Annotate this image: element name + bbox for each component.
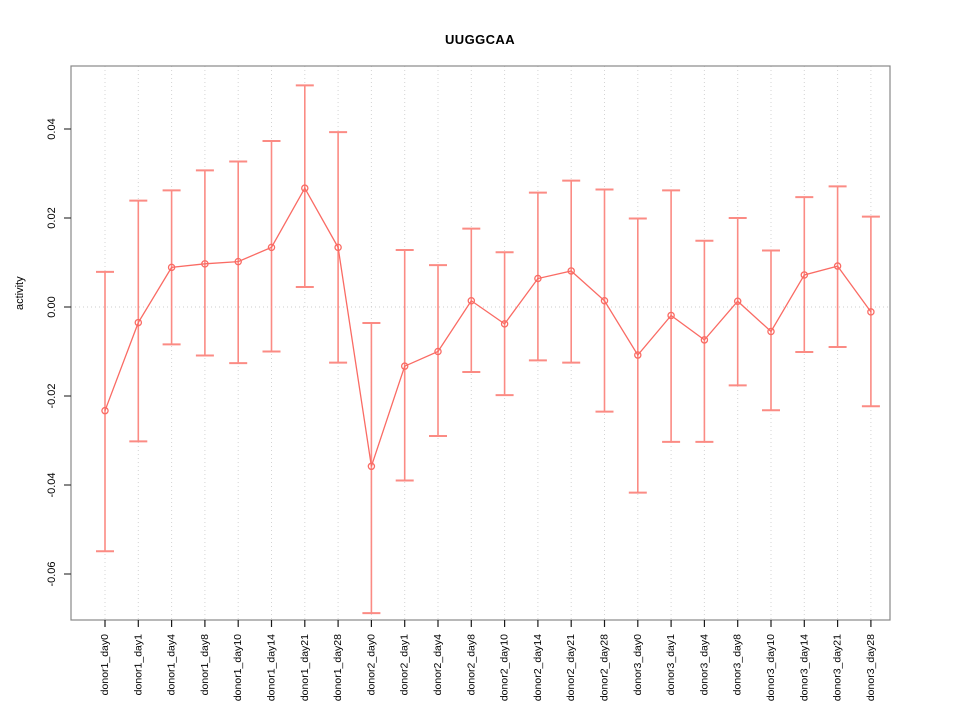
data-line bbox=[104, 186, 872, 467]
chart-title: UUGGCAA bbox=[445, 32, 515, 47]
data-point-marker bbox=[567, 267, 575, 275]
data-point-marker bbox=[267, 243, 276, 252]
data-point-marker bbox=[400, 362, 409, 370]
x-tick-label: donor3_day14 bbox=[798, 634, 810, 701]
x-tick-label: donor3_day0 bbox=[632, 634, 644, 695]
error-bar bbox=[695, 239, 714, 443]
data-point-marker bbox=[700, 336, 709, 344]
x-tick-label: donor3_day4 bbox=[698, 634, 710, 695]
series-polyline bbox=[104, 186, 872, 467]
data-point-marker bbox=[467, 297, 476, 305]
data-point-marker bbox=[500, 320, 509, 328]
x-tick-label: donor1_day14 bbox=[266, 634, 278, 701]
data-point-marker bbox=[434, 347, 442, 356]
error-bars-group bbox=[96, 84, 880, 615]
data-point-marker bbox=[667, 311, 675, 320]
y-tick-label: 0.00 bbox=[46, 296, 58, 317]
y-tick-label: -0.04 bbox=[46, 472, 58, 497]
data-point-marker bbox=[833, 262, 842, 270]
x-tick-label: donor2_day1 bbox=[399, 634, 411, 695]
x-tick-label: donor1_day21 bbox=[299, 634, 311, 701]
data-point-marker bbox=[867, 308, 875, 316]
y-axis-label: activity bbox=[14, 276, 26, 310]
x-tick-label: donor1_day28 bbox=[332, 634, 344, 701]
error-bar bbox=[295, 84, 314, 288]
data-point-marker bbox=[634, 351, 642, 359]
x-tick-label: donor2_day28 bbox=[599, 634, 611, 701]
y-tick-label: 0.02 bbox=[46, 207, 58, 228]
data-markers-group bbox=[101, 184, 875, 471]
x-tick-label: donor1_day8 bbox=[199, 634, 211, 695]
error-bar bbox=[362, 322, 381, 615]
y-tick-label: -0.02 bbox=[46, 383, 58, 408]
x-tick-label: donor1_day0 bbox=[99, 634, 111, 695]
x-tick-label: donor2_day21 bbox=[565, 634, 577, 701]
x-tick-label: donor3_day21 bbox=[832, 634, 844, 701]
error-bar bbox=[528, 191, 547, 362]
x-tick-label: donor2_day14 bbox=[532, 634, 544, 701]
x-axis bbox=[104, 620, 872, 627]
error-bar bbox=[395, 249, 414, 482]
x-tick-label: donor2_day8 bbox=[465, 634, 477, 695]
data-point-marker bbox=[134, 318, 143, 327]
x-tick-label: donor3_day1 bbox=[665, 634, 677, 695]
error-bar bbox=[129, 199, 148, 443]
x-tick-label: donor2_day10 bbox=[499, 634, 511, 701]
data-point-marker bbox=[201, 260, 209, 268]
data-point-marker bbox=[733, 297, 742, 305]
x-tick-label: donor2_day0 bbox=[365, 634, 377, 695]
data-point-marker bbox=[301, 184, 309, 192]
data-point-marker bbox=[534, 274, 542, 283]
plot-frame bbox=[70, 65, 891, 621]
y-tick-label: 0.04 bbox=[46, 118, 58, 139]
data-point-marker bbox=[800, 271, 809, 279]
x-tick-label: donor3_day28 bbox=[865, 634, 877, 701]
x-tick-label: donor3_day8 bbox=[732, 634, 744, 695]
x-tick-label: donor3_day10 bbox=[765, 634, 777, 701]
data-point-marker bbox=[101, 406, 109, 415]
data-point-marker bbox=[234, 257, 242, 266]
data-point-marker bbox=[600, 297, 609, 305]
error-bar bbox=[195, 169, 214, 357]
data-point-marker bbox=[767, 327, 775, 336]
data-point-marker bbox=[367, 462, 376, 471]
x-tick-label: donor1_day4 bbox=[166, 634, 178, 695]
gridlines-group bbox=[104, 66, 872, 620]
data-point-marker bbox=[334, 243, 342, 252]
error-bar bbox=[96, 270, 114, 553]
x-tick-label: donor1_day1 bbox=[132, 634, 144, 695]
y-axis: 0.04 0.02 0.00 -0.02 -0.04 -0.06 bbox=[46, 118, 71, 587]
data-point-marker bbox=[167, 263, 176, 272]
x-tick-labels-group: donor1_day0 donor1_day1 donor1_day4 donor1_… bbox=[99, 634, 877, 701]
error-bar bbox=[229, 160, 248, 365]
x-tick-label: donor2_day4 bbox=[432, 634, 444, 695]
y-tick-label: -0.06 bbox=[46, 561, 58, 586]
x-tick-label: donor1_day10 bbox=[232, 634, 244, 701]
